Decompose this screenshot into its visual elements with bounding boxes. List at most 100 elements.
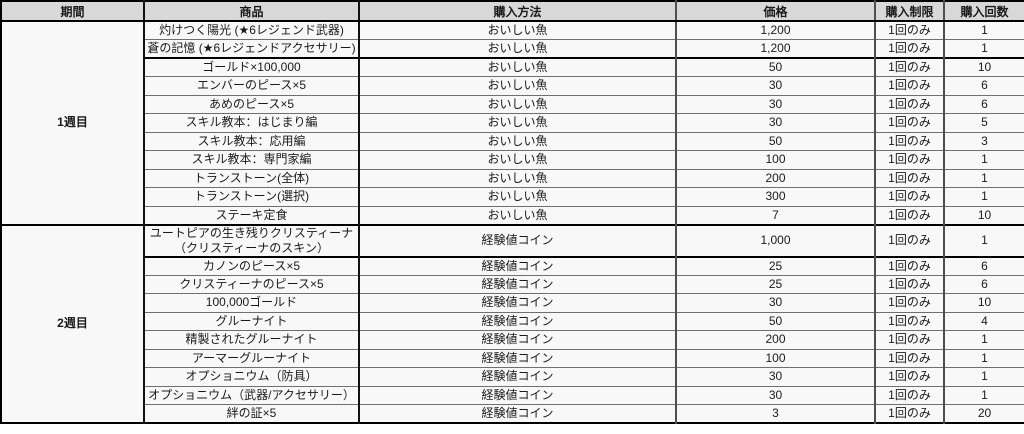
period-cell: 1週目 <box>1 20 144 225</box>
table-row: カノンのピース×5 経験値コイン 25 1回のみ 6 <box>1 255 1024 275</box>
count-cell: 1 <box>943 150 1024 169</box>
table-row: スキル教本：はじまり編 おいしい魚 30 1回のみ 5 <box>1 113 1024 132</box>
count-cell: 1 <box>943 223 1024 257</box>
method-cell: おいしい魚 <box>358 205 676 225</box>
count-cell: 6 <box>943 274 1024 294</box>
table-row: ゴールド×100,000 おいしい魚 50 1回のみ 10 <box>1 57 1024 77</box>
price-cell: 100 <box>675 348 875 368</box>
method-cell: おいしい魚 <box>358 187 676 206</box>
item-cell: オプショニウム（防具） <box>143 367 359 386</box>
table-row: 絆の証×5 経験値コイン 3 1回のみ 20 <box>1 404 1024 423</box>
table-row: トランストーン(選択) おいしい魚 300 1回のみ 1 <box>1 187 1024 206</box>
table-row: 精製されたグルーナイト 経験値コイン 200 1回のみ 1 <box>1 330 1024 349</box>
method-cell: おいしい魚 <box>358 20 676 40</box>
item-cell: 精製されたグルーナイト <box>143 330 359 349</box>
item-cell: トランストーン(選択) <box>143 187 359 206</box>
price-cell: 3 <box>675 404 875 423</box>
item-cell: エンバーのピース×5 <box>143 76 359 95</box>
table-row: スキル教本：応用編 おいしい魚 50 1回のみ 3 <box>1 131 1024 151</box>
count-cell: 1 <box>943 20 1024 40</box>
table-row: アーマーグルーナイト 経験値コイン 100 1回のみ 1 <box>1 348 1024 368</box>
price-cell: 50 <box>675 131 875 151</box>
limit-cell: 1回のみ <box>874 150 944 169</box>
price-cell: 50 <box>675 311 875 331</box>
table-row: スキル教本：専門家編 おいしい魚 100 1回のみ 1 <box>1 150 1024 169</box>
count-cell: 1 <box>943 330 1024 349</box>
limit-cell: 1回のみ <box>874 330 944 349</box>
column-header-limit: 購入制限 <box>874 1 944 22</box>
method-cell: 経験値コイン <box>358 311 676 331</box>
count-cell: 3 <box>943 131 1024 151</box>
limit-cell: 1回のみ <box>874 367 944 386</box>
item-cell: あめのピース×5 <box>143 94 359 114</box>
limit-cell: 1回のみ <box>874 187 944 206</box>
limit-cell: 1回のみ <box>874 348 944 368</box>
table-row: 蒼の記憶 (★6レジェンドアクセサリー) おいしい魚 1,200 1回のみ 1 <box>1 39 1024 58</box>
price-cell: 200 <box>675 168 875 188</box>
table-row: オプショニウム（防具） 経験値コイン 30 1回のみ 1 <box>1 367 1024 386</box>
item-cell: スキル教本：応用編 <box>143 131 359 151</box>
price-cell: 1,000 <box>675 223 875 257</box>
limit-cell: 1回のみ <box>874 293 944 312</box>
column-header-price: 価格 <box>675 1 875 22</box>
count-cell: 6 <box>943 94 1024 114</box>
price-cell: 30 <box>675 293 875 312</box>
item-cell: トランストーン(全体) <box>143 168 359 188</box>
count-cell: 6 <box>943 255 1024 275</box>
item-cell: 絆の証×5 <box>143 404 359 423</box>
count-cell: 1 <box>943 39 1024 58</box>
method-cell: 経験値コイン <box>358 330 676 349</box>
limit-cell: 1回のみ <box>874 39 944 58</box>
column-header-method: 購入方法 <box>358 1 676 22</box>
item-cell: ゴールド×100,000 <box>143 57 359 77</box>
count-cell: 1 <box>943 168 1024 188</box>
header-row: 期間 商品 購入方法 価格 購入制限 購入回数 <box>1 1 1024 22</box>
method-cell: おいしい魚 <box>358 150 676 169</box>
count-cell: 1 <box>943 187 1024 206</box>
table-row: オプショニウム（武器/アクセサリー） 経験値コイン 30 1回のみ 1 <box>1 385 1024 405</box>
count-cell: 1 <box>943 367 1024 386</box>
limit-cell: 1回のみ <box>874 94 944 114</box>
method-cell: 経験値コイン <box>358 385 676 405</box>
method-cell: 経験値コイン <box>358 404 676 423</box>
price-cell: 50 <box>675 57 875 77</box>
column-header-count: 購入回数 <box>943 1 1024 22</box>
limit-cell: 1回のみ <box>874 131 944 151</box>
limit-cell: 1回のみ <box>874 205 944 225</box>
method-cell: 経験値コイン <box>358 274 676 294</box>
price-cell: 7 <box>675 205 875 225</box>
item-cell: スキル教本：はじまり編 <box>143 113 359 132</box>
item-cell: ステーキ定食 <box>143 205 359 225</box>
limit-cell: 1回のみ <box>874 223 944 257</box>
method-cell: 経験値コイン <box>358 223 676 257</box>
price-cell: 30 <box>675 94 875 114</box>
item-cell: 蒼の記憶 (★6レジェンドアクセサリー) <box>143 39 359 58</box>
price-cell: 30 <box>675 385 875 405</box>
item-cell: グルーナイト <box>143 311 359 331</box>
method-cell: おいしい魚 <box>358 131 676 151</box>
table-row: トランストーン(全体) おいしい魚 200 1回のみ 1 <box>1 168 1024 188</box>
limit-cell: 1回のみ <box>874 168 944 188</box>
method-cell: 経験値コイン <box>358 348 676 368</box>
price-cell: 1,200 <box>675 20 875 40</box>
count-cell: 1 <box>943 348 1024 368</box>
count-cell: 4 <box>943 311 1024 331</box>
limit-cell: 1回のみ <box>874 20 944 40</box>
limit-cell: 1回のみ <box>874 274 944 294</box>
price-cell: 30 <box>675 367 875 386</box>
limit-cell: 1回のみ <box>874 57 944 77</box>
item-cell: スキル教本：専門家編 <box>143 150 359 169</box>
column-header-item: 商品 <box>143 1 359 22</box>
count-cell: 10 <box>943 57 1024 77</box>
method-cell: 経験値コイン <box>358 367 676 386</box>
price-cell: 100 <box>675 150 875 169</box>
count-cell: 10 <box>943 205 1024 225</box>
price-cell: 25 <box>675 274 875 294</box>
limit-cell: 1回のみ <box>874 385 944 405</box>
price-cell: 30 <box>675 113 875 132</box>
method-cell: おいしい魚 <box>358 39 676 58</box>
item-cell: オプショニウム（武器/アクセサリー） <box>143 385 359 405</box>
period-cell: 2週目 <box>1 223 144 423</box>
price-cell: 25 <box>675 255 875 275</box>
